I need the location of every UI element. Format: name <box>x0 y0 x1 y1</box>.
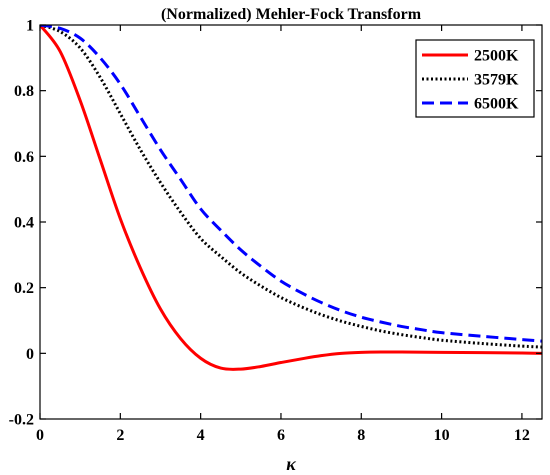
legend-label-3579K: 3579K <box>474 72 519 89</box>
x-tick-label: 6 <box>277 427 285 444</box>
series-layer <box>40 25 542 371</box>
x-tick-label: 0 <box>36 427 44 444</box>
legend-label-6500K: 6500K <box>474 96 519 113</box>
legend-label-2500K: 2500K <box>474 48 519 65</box>
y-tick-label: 0.4 <box>14 215 34 232</box>
x-tick-label: 12 <box>514 427 530 444</box>
x-tick-label: 2 <box>116 427 124 444</box>
y-tick-label: 0.8 <box>14 83 34 100</box>
series-line-6500K <box>40 25 542 343</box>
y-tick-label: 0.6 <box>14 149 34 166</box>
chart-title: (Normalized) Mehler-Fock Transform <box>161 6 422 23</box>
x-axis-label: κ <box>286 454 296 474</box>
y-tick-label: 1 <box>26 18 34 35</box>
legend: 2500K 3579K 6500K <box>415 39 535 118</box>
axes: 0 2 4 6 8 10 12-0.200.20.40.60.81 <box>9 18 543 444</box>
y-tick-label: -0.2 <box>9 412 34 429</box>
y-tick-label: 0.2 <box>14 280 34 297</box>
x-tick-label: 8 <box>357 427 365 444</box>
x-tick-label: 10 <box>434 427 450 444</box>
series-line-2500K <box>40 25 542 371</box>
x-tick-label: 4 <box>197 427 205 444</box>
series-line-3579K <box>40 25 542 349</box>
y-tick-label: 0 <box>26 346 34 363</box>
